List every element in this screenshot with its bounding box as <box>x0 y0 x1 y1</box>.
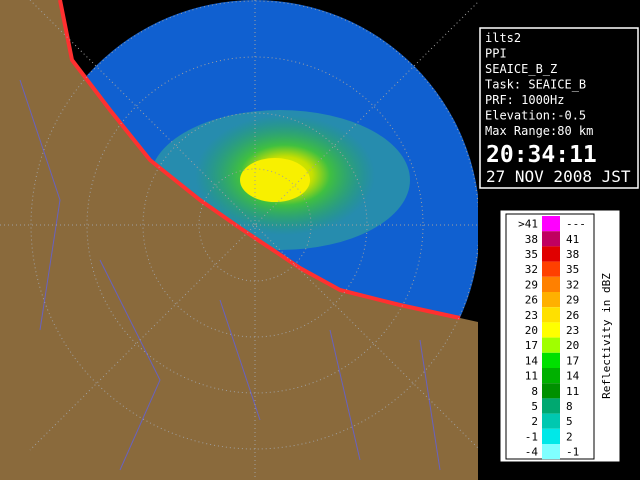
coast-echo <box>58 0 461 320</box>
legend-high: 26 <box>566 309 579 322</box>
legend-high: 41 <box>566 233 579 246</box>
legend-low: 26 <box>525 294 538 307</box>
date: 27 NOV 2008 JST <box>486 167 631 186</box>
legend-swatch <box>542 276 560 292</box>
legend-high: 32 <box>566 278 579 291</box>
legend-swatch <box>542 246 560 262</box>
legend-swatch <box>542 398 560 414</box>
legend-low: 17 <box>525 339 538 352</box>
legend-swatch <box>542 413 560 429</box>
legend-swatch <box>542 428 560 444</box>
legend-low: 2 <box>531 415 538 428</box>
legend-high: 2 <box>566 430 573 443</box>
legend-low: 23 <box>525 309 538 322</box>
legend-swatch <box>542 292 560 308</box>
legend-swatch <box>542 383 560 399</box>
legend-swatch <box>542 368 560 384</box>
legend-swatch <box>542 307 560 323</box>
legend-low: 14 <box>525 354 539 367</box>
land <box>0 0 478 480</box>
legend-swatch <box>542 261 560 277</box>
legend-high: 5 <box>566 415 573 428</box>
legend-swatch <box>542 352 560 368</box>
legend-swatch <box>542 231 560 247</box>
info-line: Max Range:80 km <box>485 124 593 138</box>
legend-low: 32 <box>525 263 538 276</box>
legend-low: 20 <box>525 324 538 337</box>
legend-low: 5 <box>531 400 538 413</box>
info-line: PPI <box>485 47 507 61</box>
legend-title: Reflectivity in dBZ <box>600 273 613 399</box>
legend-swatch <box>542 337 560 353</box>
legend-swatch <box>542 216 560 232</box>
legend-high: --- <box>566 218 586 231</box>
legend-swatch <box>542 322 560 338</box>
legend-high: -1 <box>566 446 579 459</box>
legend-high: 17 <box>566 354 579 367</box>
legend-low: 29 <box>525 278 538 291</box>
info-line: ilts2 <box>485 31 521 45</box>
info-line: PRF: 1000Hz <box>485 93 564 107</box>
legend-high: 29 <box>566 294 579 307</box>
info-line: SEAICE_B_Z <box>485 62 557 76</box>
time: 20:34:11 <box>486 142 597 168</box>
legend-high: 8 <box>566 400 573 413</box>
legend-low: 35 <box>525 248 538 261</box>
legend-low: -1 <box>525 430 538 443</box>
info-line: Task: SEAICE_B <box>485 78 586 92</box>
legend-low: 11 <box>525 370 538 383</box>
range-rings <box>0 0 478 480</box>
info-line: Elevation:-0.5 <box>485 109 586 123</box>
legend-swatch <box>542 444 560 460</box>
legend-high: 23 <box>566 324 579 337</box>
legend-high: 11 <box>566 385 579 398</box>
radar-map <box>0 0 478 480</box>
legend-high: 35 <box>566 263 579 276</box>
legend-low: -4 <box>525 446 539 459</box>
legend-low: 8 <box>531 385 538 398</box>
info-panel <box>479 27 639 189</box>
legend-low: >41 <box>518 218 538 231</box>
legend-high: 20 <box>566 339 579 352</box>
legend-low: 38 <box>525 233 538 246</box>
legend-high: 38 <box>566 248 579 261</box>
legend-high: 14 <box>566 370 580 383</box>
